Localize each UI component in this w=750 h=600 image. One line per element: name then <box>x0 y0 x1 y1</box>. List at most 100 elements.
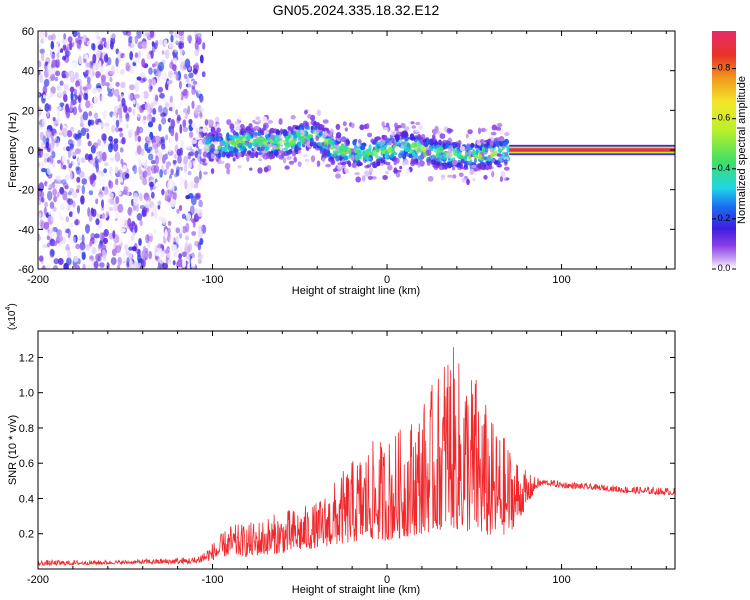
heat-cell <box>116 264 121 269</box>
heat-cell <box>256 152 263 155</box>
heat-cell <box>182 259 187 268</box>
heat-cell <box>383 126 389 133</box>
heat-cell <box>322 157 326 163</box>
heat-cell <box>402 153 407 160</box>
heat-cell <box>79 122 84 128</box>
heat-cell <box>185 222 190 233</box>
heat-cell <box>210 153 216 159</box>
heat-cell <box>413 142 418 148</box>
heat-cell <box>451 159 458 166</box>
heat-cell <box>333 152 339 157</box>
heat-cell <box>202 127 208 133</box>
heat-band-core <box>509 148 675 152</box>
heat-cell <box>112 142 119 152</box>
heat-cell <box>46 147 51 152</box>
heat-cell <box>335 123 341 130</box>
heat-cell <box>191 139 197 144</box>
heat-cell <box>145 196 151 203</box>
heat-cell <box>61 179 67 185</box>
heat-cell <box>95 71 101 78</box>
heat-cell <box>55 70 61 77</box>
heat-cell <box>164 249 170 254</box>
heat-cell <box>44 31 48 38</box>
heat-cell <box>181 112 186 117</box>
heat-cell <box>44 103 50 112</box>
heat-cell <box>195 123 199 129</box>
heat-cell <box>253 125 260 130</box>
heat-cell <box>39 31 45 39</box>
heat-cell <box>109 232 114 240</box>
heat-cell <box>175 235 179 245</box>
heat-cell <box>191 100 195 109</box>
x-tick-label: -100 <box>202 574 224 586</box>
heat-cell <box>134 132 138 142</box>
heat-cell <box>225 141 229 148</box>
heat-cell <box>100 94 106 104</box>
heat-cell <box>387 164 393 171</box>
heat-cell <box>329 146 335 150</box>
heat-cell <box>180 48 184 56</box>
y-tick-label: 20 <box>22 105 34 117</box>
heat-cell <box>365 157 372 161</box>
heat-cell <box>86 40 92 46</box>
heat-cell <box>203 171 208 175</box>
heat-cell <box>477 163 482 170</box>
heat-cell <box>385 138 390 144</box>
heat-cell <box>105 211 110 217</box>
heat-cell <box>451 166 456 171</box>
heat-cell <box>169 95 173 103</box>
heat-cell <box>198 131 204 139</box>
heat-cell <box>96 87 102 93</box>
heat-cell <box>98 174 103 185</box>
heat-cell <box>44 115 48 124</box>
heat-cell <box>488 160 493 166</box>
heat-cell <box>298 141 302 148</box>
heat-cell <box>81 178 88 185</box>
heat-cell <box>77 95 81 102</box>
heat-cell <box>393 158 397 166</box>
heat-cell <box>214 150 219 154</box>
heat-cell <box>40 191 45 199</box>
heat-cell <box>115 235 120 244</box>
heat-cell <box>404 159 410 165</box>
heat-cell <box>184 179 188 190</box>
heat-cell <box>448 147 453 154</box>
heat-cell <box>257 119 262 124</box>
heat-cell <box>58 229 62 237</box>
heat-cell <box>186 251 191 260</box>
heat-cell <box>98 60 102 70</box>
heat-cell <box>399 150 405 155</box>
heat-cell <box>228 134 235 140</box>
heat-cell <box>136 76 142 81</box>
heat-cell <box>130 128 136 135</box>
heat-cell <box>132 99 136 105</box>
heat-cell <box>94 237 98 245</box>
heat-cell <box>43 78 50 87</box>
heat-cell <box>101 133 107 142</box>
heat-cell <box>237 113 243 121</box>
heat-cell <box>128 36 133 44</box>
heat-cell <box>151 215 155 224</box>
heat-cell <box>180 176 184 186</box>
heat-cell <box>72 159 78 166</box>
heat-cell <box>91 246 97 255</box>
x-tick-label: -200 <box>27 274 49 286</box>
colorbar-axis: 0.0 0.2 0.4 0.6 0.8 <box>712 63 736 273</box>
heat-cell <box>278 154 282 160</box>
heat-cell <box>122 31 129 36</box>
heat-cell <box>186 213 192 221</box>
heat-cell <box>170 34 174 43</box>
heat-cell <box>40 249 45 254</box>
heat-cell <box>318 131 323 137</box>
heat-cell <box>359 124 365 131</box>
heat-cell <box>252 119 256 124</box>
heat-cell <box>190 39 195 48</box>
heat-cell <box>114 96 118 102</box>
heat-cell <box>221 146 227 152</box>
heat-cell <box>94 233 100 239</box>
heat-cell <box>178 42 185 49</box>
heat-cell <box>229 123 235 131</box>
heat-cell <box>125 139 131 150</box>
heat-cell <box>160 143 166 150</box>
